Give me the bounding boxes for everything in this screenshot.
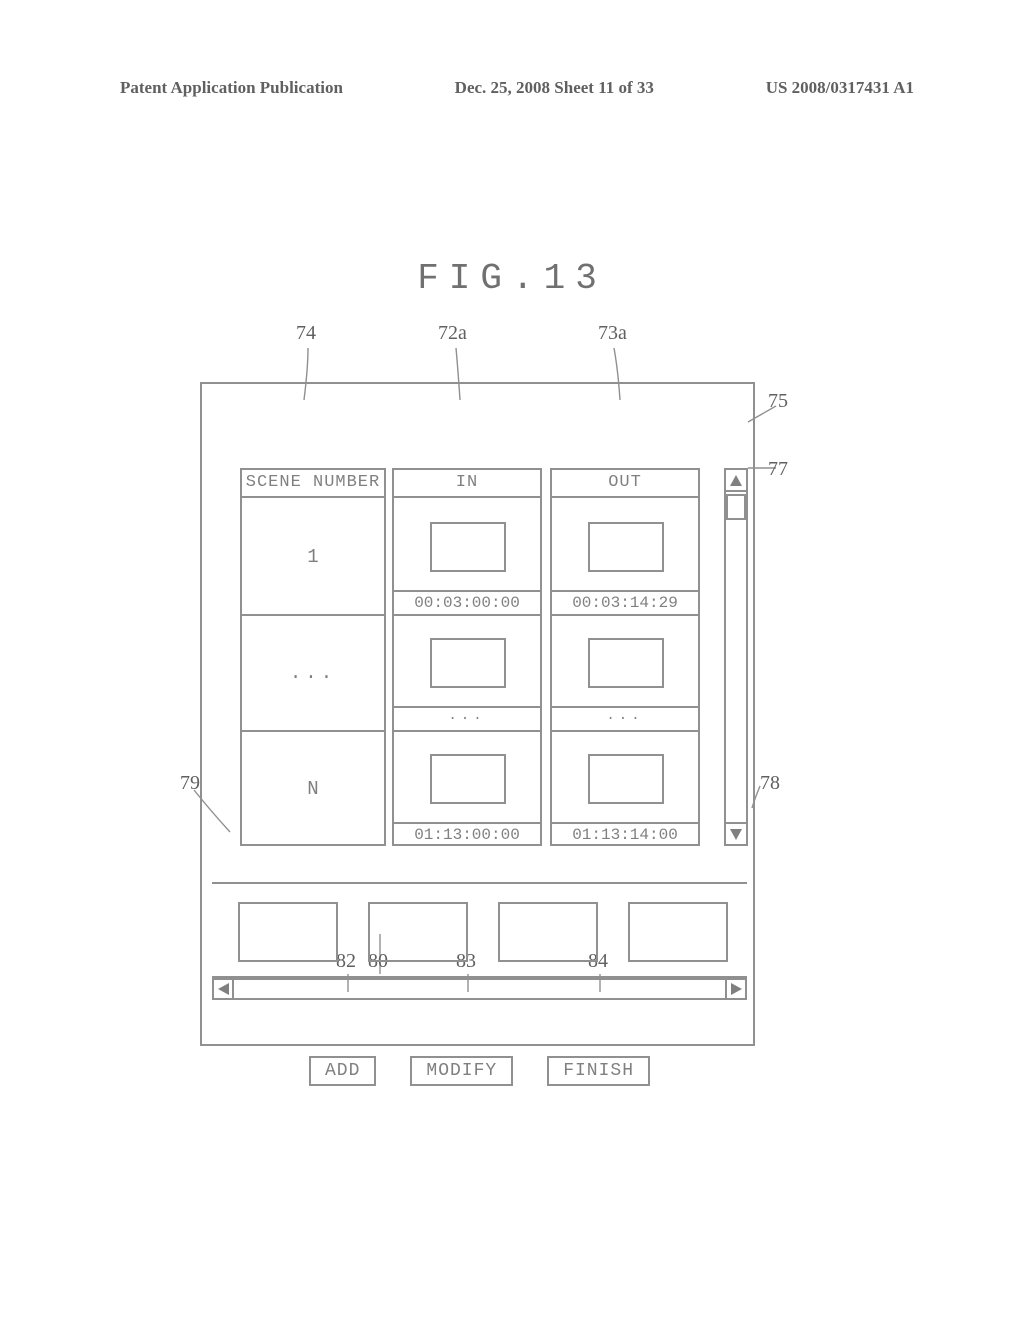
- horizontal-scrollbar: [212, 978, 747, 1000]
- thumb-out-n[interactable]: [588, 754, 664, 804]
- ref-74: 74: [296, 322, 316, 345]
- timestamp-in-1: 00:03:00:00: [394, 590, 540, 614]
- scene-dots: ···: [242, 666, 384, 688]
- timestamp-out-n: 01:13:14:00: [552, 822, 698, 846]
- thumb-out-2[interactable]: [588, 638, 664, 688]
- header-left: Patent Application Publication: [120, 78, 343, 98]
- button-row: ADD MODIFY FINISH: [202, 1056, 757, 1086]
- ref-73a: 73a: [598, 322, 627, 345]
- triangle-up-icon: [730, 475, 742, 486]
- col-scene: SCENE NUMBER 1 ··· N: [240, 468, 386, 846]
- triangle-right-icon: [731, 983, 742, 995]
- scroll-up-button[interactable]: [724, 468, 748, 492]
- figure-diagram: 74 72a 73a 75 77 78 79 82 80 83 84: [200, 320, 785, 1050]
- strip-thumb-4[interactable]: [628, 902, 728, 962]
- page-header: Patent Application Publication Dec. 25, …: [0, 78, 1024, 98]
- window-frame: SCENE NUMBER 1 ··· N IN 00:03:00:00 ··· …: [200, 382, 755, 1046]
- finish-button[interactable]: FINISH: [547, 1056, 650, 1086]
- strip-thumb-1[interactable]: [238, 902, 338, 962]
- strip-thumb-2[interactable]: [368, 902, 468, 962]
- header-out: OUT: [552, 470, 698, 498]
- thumb-in-2[interactable]: [430, 638, 506, 688]
- thumb-out-1[interactable]: [588, 522, 664, 572]
- scene-n: N: [242, 778, 384, 800]
- vertical-scrollbar: [724, 468, 748, 846]
- thumb-in-1[interactable]: [430, 522, 506, 572]
- triangle-left-icon: [218, 983, 229, 995]
- scroll-down-button[interactable]: [724, 822, 748, 846]
- ref-78: 78: [760, 772, 780, 795]
- ref-79: 79: [180, 772, 200, 795]
- scroll-thumb[interactable]: [726, 494, 746, 520]
- strip-thumb-3[interactable]: [498, 902, 598, 962]
- ref-72a: 72a: [438, 322, 467, 345]
- ref-75: 75: [768, 390, 788, 413]
- ref-77: 77: [768, 458, 788, 481]
- triangle-down-icon: [730, 829, 742, 840]
- header-in: IN: [394, 470, 540, 498]
- scroll-track[interactable]: [724, 492, 748, 822]
- timestamp-out-dots: ···: [552, 706, 698, 730]
- col-in: IN 00:03:00:00 ··· 01:13:00:00: [392, 468, 542, 846]
- header-right: US 2008/0317431 A1: [766, 78, 914, 98]
- scene-1: 1: [242, 546, 384, 568]
- scene-table: SCENE NUMBER 1 ··· N IN 00:03:00:00 ··· …: [240, 468, 718, 846]
- timestamp-in-n: 01:13:00:00: [394, 822, 540, 846]
- modify-button[interactable]: MODIFY: [410, 1056, 513, 1086]
- thumb-in-n[interactable]: [430, 754, 506, 804]
- thumbnail-strip: [212, 882, 747, 978]
- hscroll-track[interactable]: [234, 978, 725, 1000]
- col-out: OUT 00:03:14:29 ··· 01:13:14:00: [550, 468, 700, 846]
- scroll-right-button[interactable]: [725, 978, 747, 1000]
- timestamp-out-1: 00:03:14:29: [552, 590, 698, 614]
- header-scene: SCENE NUMBER: [242, 470, 384, 498]
- figure-title: FIG.13: [0, 258, 1024, 299]
- timestamp-in-dots: ···: [394, 706, 540, 730]
- header-center: Dec. 25, 2008 Sheet 11 of 33: [455, 78, 654, 98]
- add-button[interactable]: ADD: [309, 1056, 376, 1086]
- scroll-left-button[interactable]: [212, 978, 234, 1000]
